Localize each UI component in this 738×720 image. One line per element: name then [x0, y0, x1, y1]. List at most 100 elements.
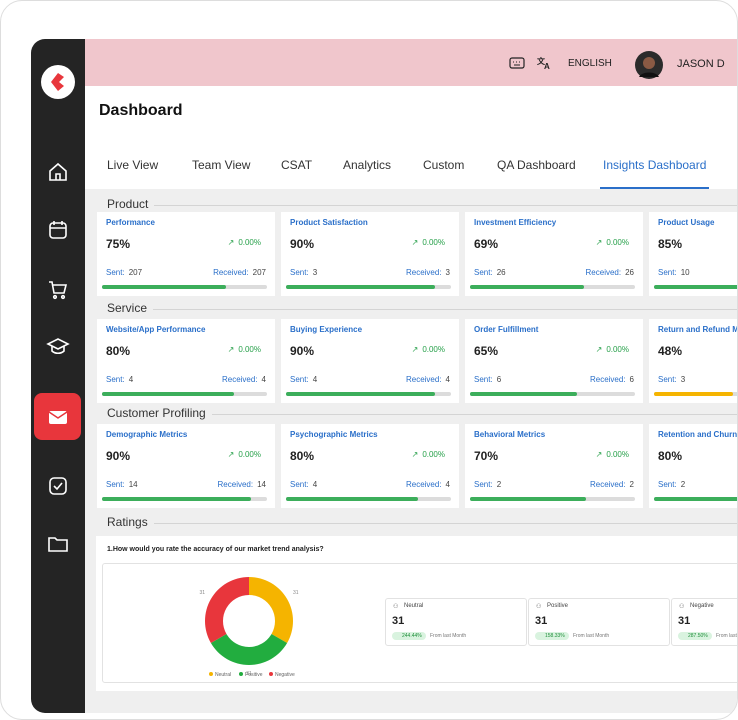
folder-icon[interactable]	[46, 532, 70, 556]
trend-icon: ↗	[411, 345, 419, 354]
tab[interactable]: Insights Dashboard	[603, 158, 707, 172]
metric-card[interactable]: Retention and Churn M 80% Sent: 2	[649, 424, 737, 508]
section-title: Service	[107, 301, 154, 315]
home-icon[interactable]	[46, 160, 70, 184]
sent-label: Sent:	[658, 268, 677, 277]
progress-track	[286, 285, 451, 289]
stat-card: Negative ⚇ 31 287.50% From last M	[671, 598, 737, 646]
sent-value: 2	[496, 480, 502, 489]
stat-name: Neutral	[404, 603, 424, 609]
keyboard-icon[interactable]	[509, 57, 525, 69]
metric-card[interactable]: Return and Refund Me 48% Sent: 3	[649, 319, 737, 403]
tab-underline	[600, 187, 709, 189]
task-icon[interactable]	[46, 474, 70, 498]
legend-label: Neutral	[215, 672, 231, 678]
tab[interactable]: QA Dashboard	[497, 158, 576, 172]
metric-card[interactable]: Product Satisfaction 90% ↗ 0.00% Sent: 3 Recei…	[281, 212, 459, 296]
calendar-icon[interactable]	[46, 218, 70, 242]
progress-fill	[102, 392, 234, 396]
svg-text:文: 文	[537, 56, 546, 66]
divider	[107, 414, 737, 415]
section-header: Product	[85, 197, 737, 213]
progress-fill	[286, 392, 435, 396]
mail-icon	[48, 411, 68, 424]
tab[interactable]: Team View	[192, 158, 251, 172]
sent-value: 3	[680, 375, 686, 384]
card-title: Order Fulfillment	[474, 325, 539, 334]
trend-value: 0.00%	[238, 345, 261, 354]
sent: Sent: 6	[474, 375, 501, 384]
mail-active[interactable]	[34, 393, 81, 440]
donut-segment	[205, 577, 249, 643]
received-label: Received:	[589, 480, 626, 489]
section-header: Service	[85, 301, 737, 317]
received: Received: 2	[590, 480, 634, 489]
stat-note: From last M	[716, 633, 737, 639]
sent-value: 4	[128, 375, 134, 384]
page-title: Dashboard	[99, 102, 183, 119]
received: Received: 4	[222, 375, 266, 384]
progress-track	[470, 392, 635, 396]
metric-card[interactable]: Performance 75% ↗ 0.00% Sent: 207 Received: 207	[97, 212, 275, 296]
stat-count: 31	[392, 615, 405, 627]
metric-card[interactable]: Investment Efficiency 69% ↗ 0.00% Sent: 26 Rec…	[465, 212, 643, 296]
received-label: Received:	[405, 480, 442, 489]
sent-label: Sent:	[474, 375, 493, 384]
received: Received: 4	[406, 480, 450, 489]
tab[interactable]: Live View	[107, 158, 159, 172]
trend: ↗ 0.00%	[596, 238, 629, 247]
cart-icon[interactable]	[46, 278, 70, 302]
segment-label: 31	[246, 671, 252, 677]
learn-icon[interactable]	[46, 335, 70, 359]
user-name[interactable]: JASON D	[677, 58, 725, 70]
translate-icon[interactable]: 文A	[537, 56, 551, 70]
sent: Sent: 10	[658, 268, 690, 277]
card-percent: 90%	[106, 449, 131, 463]
sent-value: 207	[128, 268, 143, 277]
language[interactable]: ENGLISH	[568, 58, 612, 69]
segment-label: 31	[293, 590, 299, 596]
trend: ↗ 0.00%	[412, 345, 445, 354]
metric-card[interactable]: Product Usage 85% Sent: 10	[649, 212, 737, 296]
card-title: Psychographic Metrics	[290, 430, 378, 439]
received-label: Received:	[589, 375, 626, 384]
metric-card[interactable]: Behavioral Metrics 70% ↗ 0.00% Sent: 2 Receive…	[465, 424, 643, 508]
metric-card[interactable]: Demographic Metrics 90% ↗ 0.00% Sent: 14 Recei…	[97, 424, 275, 508]
sent: Sent: 2	[474, 480, 501, 489]
stat-change: 287.50%	[678, 632, 712, 640]
received-label: Received:	[405, 375, 442, 384]
legend-label: Positive	[245, 672, 263, 678]
received: Received: 4	[406, 375, 450, 384]
received-value: 26	[625, 268, 634, 277]
tab[interactable]: Analytics	[343, 158, 392, 172]
trend: ↗ 0.00%	[412, 450, 445, 459]
metric-card[interactable]: Website/App Performance 80% ↗ 0.00% Sent: 4 Re…	[97, 319, 275, 403]
progress-fill	[286, 497, 418, 501]
card-title: Buying Experience	[290, 325, 363, 334]
received-value: 3	[445, 268, 450, 277]
card-percent: 80%	[658, 449, 683, 463]
legend-dot	[209, 672, 213, 676]
metric-card[interactable]: Buying Experience 90% ↗ 0.00% Sent: 4 Received…	[281, 319, 459, 403]
metric-card[interactable]: Order Fulfillment 65% ↗ 0.00% Sent: 6 Received…	[465, 319, 643, 403]
metric-card[interactable]: Psychographic Metrics 80% ↗ 0.00% Sent: 4 Rece…	[281, 424, 459, 508]
trend-value: 0.00%	[422, 238, 445, 247]
avatar[interactable]	[635, 51, 663, 79]
trend: ↗ 0.00%	[228, 238, 261, 247]
trend: ↗ 0.00%	[596, 450, 629, 459]
logo	[41, 65, 75, 99]
section-header: Customer Profiling	[85, 406, 737, 422]
tab[interactable]: Custom	[423, 158, 465, 172]
progress-track	[102, 497, 267, 501]
received-value: 4	[445, 375, 450, 384]
card-title: Product Usage	[658, 218, 715, 227]
received-label: Received:	[405, 268, 442, 277]
trend-icon: ↗	[595, 345, 603, 354]
sent: Sent: 2	[658, 480, 685, 489]
sent: Sent: 3	[290, 268, 317, 277]
tab[interactable]: CSAT	[281, 158, 313, 172]
progress-fill	[470, 497, 586, 501]
section-title: Customer Profiling	[107, 406, 212, 420]
